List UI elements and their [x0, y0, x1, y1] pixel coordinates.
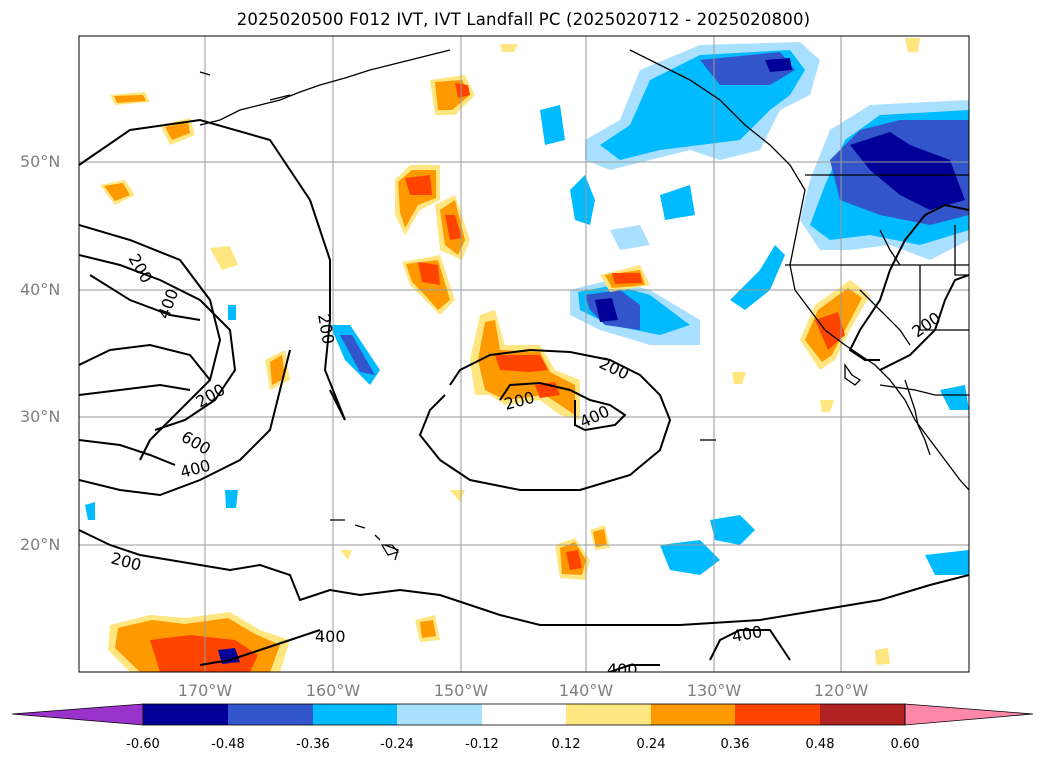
lon-label-130w: 130°W	[686, 681, 742, 700]
pos-region-north-2-red	[445, 215, 462, 240]
neg-region-tiny-1	[85, 502, 95, 520]
lon-label-170w: 170°W	[177, 681, 233, 700]
pos-region-south-2-orange	[593, 529, 607, 547]
islands	[199, 71, 400, 556]
graticule	[79, 36, 969, 672]
colorbar-bin	[397, 704, 482, 725]
lat-label-40n: 40°N	[20, 280, 61, 299]
colorbar-bin	[820, 704, 905, 725]
lon-label-120w: 120°W	[813, 681, 869, 700]
pos-region-tiny-3	[820, 400, 834, 412]
colorbar-tick: 0.12	[551, 737, 581, 752]
colorbar	[11, 703, 1034, 726]
colorbar-tick: 0.36	[720, 737, 750, 752]
colorbar-bin	[482, 704, 566, 725]
contour-label: 200	[314, 312, 338, 345]
pos-region-west-5-orange	[270, 355, 285, 385]
pos-region-tiny-1	[450, 490, 465, 502]
lon-label-160w: 160°W	[305, 681, 361, 700]
neg-region-tiny-2	[225, 490, 238, 508]
pos-region-tiny-5	[905, 38, 920, 52]
neg-region-ring-navy	[595, 298, 618, 322]
colorbar-min-extend	[11, 703, 144, 726]
contour-label: 200	[193, 380, 229, 412]
colorbar-tick: -0.12	[465, 737, 499, 752]
pos-region-north-3-red	[418, 262, 440, 285]
colorbar-bin	[313, 704, 397, 725]
pos-region-west-2-orange	[165, 122, 190, 140]
pos-region-hawaii-orange	[420, 620, 436, 638]
lon-label-140w: 140°W	[558, 681, 614, 700]
neg-region-pacnw-coast	[610, 225, 650, 250]
colorbar-tick: -0.36	[296, 737, 330, 752]
neg-region-ring-right	[730, 245, 785, 310]
pos-region-west-3-orange	[114, 95, 146, 103]
colorbar-tick: 0.60	[890, 737, 920, 752]
neg-region-se-2	[710, 515, 755, 545]
pos-region-west-4	[210, 246, 238, 270]
neg-region-bc-navy	[765, 58, 792, 72]
pos-region-sw-navy	[218, 648, 240, 664]
pos-region-north-3-orange	[406, 260, 450, 310]
plot-area: 200 400 200 200 600 400 200 200 400 200 …	[79, 36, 969, 679]
pos-region-tiny-6	[340, 550, 352, 560]
colorbar-tick: -0.24	[380, 737, 414, 752]
contour-label: 400	[178, 456, 212, 482]
colorbar-max-extend	[904, 703, 1034, 726]
neg-region-hawaii-n-blue	[340, 335, 375, 375]
colorbar-tick: -0.48	[211, 737, 245, 752]
pos-region-socal-red	[815, 312, 845, 350]
lat-label-30n: 30°N	[20, 407, 61, 426]
neg-region-mid	[660, 185, 695, 220]
neg-region-tiny-3	[228, 305, 236, 320]
contour-label: 200	[109, 549, 143, 575]
colorbar-tick: 0.48	[805, 737, 835, 752]
pos-region-tiny-2	[732, 372, 746, 384]
neg-region-se-3	[925, 550, 969, 575]
pos-region-mid-red	[612, 273, 642, 284]
neg-region-interior-navy	[850, 132, 965, 210]
plot-border	[78, 35, 970, 673]
colorbar-tick: -0.60	[126, 737, 160, 752]
neg-region-se-1	[660, 540, 720, 575]
neg-region-nw-small	[540, 105, 565, 145]
colorbar-frame	[142, 703, 906, 726]
colorbar-bin	[651, 704, 735, 725]
colorbar-bin	[228, 704, 313, 725]
ivt-landfall-shading	[85, 38, 969, 672]
colorbar-bin	[566, 704, 651, 725]
pos-region-tiny-4	[500, 44, 518, 52]
lat-label-50n: 50°N	[20, 152, 61, 171]
contour-label: 200	[908, 308, 944, 341]
colorbar-bin	[735, 704, 820, 725]
map-title: 2025020500 F012 IVT, IVT Landfall PC (20…	[236, 10, 811, 29]
lat-label-20n: 20°N	[20, 535, 61, 554]
colorbar-tick: 0.24	[636, 737, 666, 752]
lon-label-150w: 150°W	[433, 681, 489, 700]
pos-region-west-1-orange	[104, 183, 130, 201]
contour-label: 400	[730, 622, 763, 646]
neg-region-west	[570, 175, 595, 225]
contour-label: 600	[178, 427, 214, 459]
contour-label: 400	[607, 660, 638, 679]
coastlines	[199, 49, 969, 561]
pos-region-north-4-red	[455, 83, 470, 98]
pos-region-central-red	[495, 355, 548, 372]
pos-region-north-1-red	[405, 175, 432, 195]
neg-region-sw-coast	[940, 385, 969, 410]
colorbar-bin	[143, 704, 228, 725]
contour-label: 400	[315, 627, 346, 646]
pos-region-baja-s	[875, 648, 890, 665]
contour-label: 200	[596, 353, 632, 383]
ivt-contours	[79, 118, 969, 672]
pos-region-south-1-red	[566, 550, 582, 570]
